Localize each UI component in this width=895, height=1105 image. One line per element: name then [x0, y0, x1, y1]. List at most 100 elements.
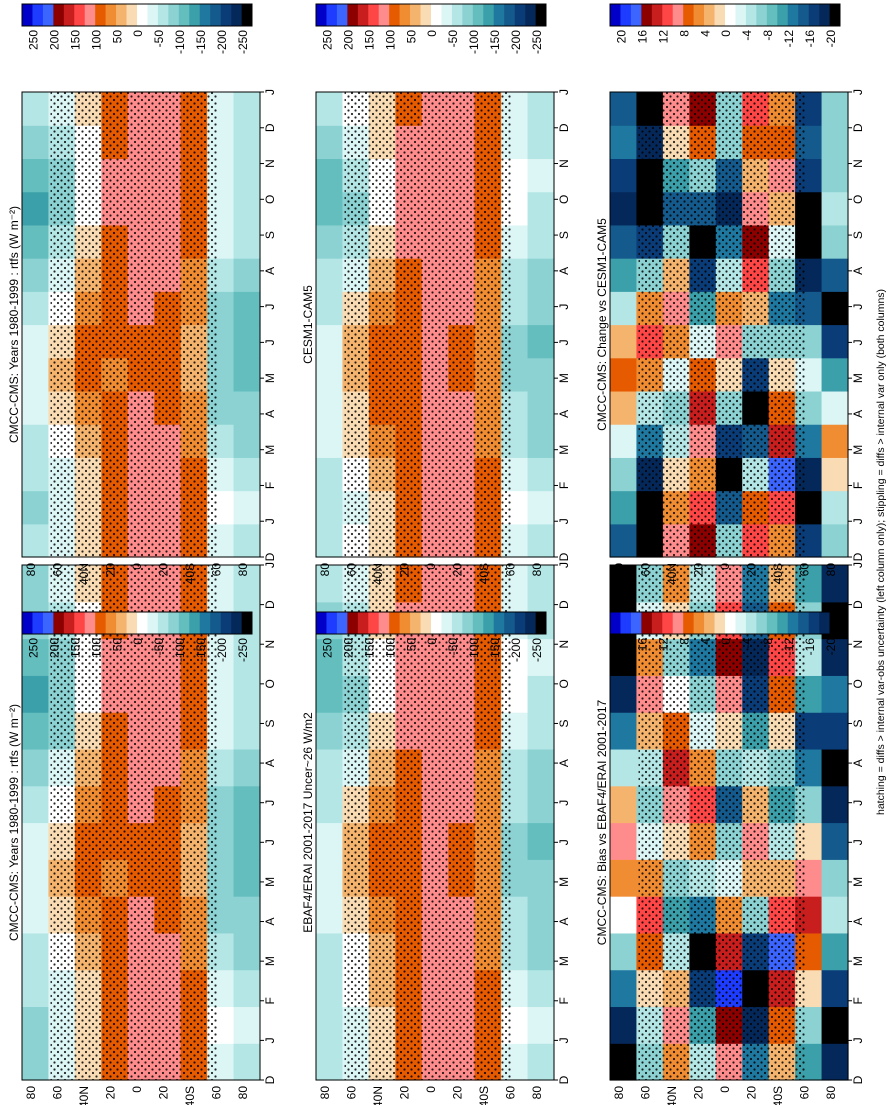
colorbar-label: -100	[173, 30, 187, 54]
colorbar-label: 250	[27, 638, 41, 658]
stippling-overlay	[638, 92, 806, 557]
latitude-tick-label: 20	[104, 563, 118, 577]
colorbar-frame	[315, 611, 547, 635]
colorbar-label: -8	[761, 638, 775, 649]
colorbar-swatch	[672, 612, 684, 634]
colorbar-label: 250	[27, 30, 41, 50]
colorbar-label: 8	[677, 638, 691, 645]
heatmap-cell	[610, 424, 638, 458]
colorbar-swatch	[199, 612, 211, 634]
colorbar-swatch	[735, 4, 747, 26]
latitude-tick-label: 20	[450, 563, 464, 577]
heatmap-cell	[527, 748, 555, 787]
latitude-tick-label: 40S	[771, 1086, 785, 1105]
heatmap-cell	[527, 424, 555, 458]
colorbar-swatch	[326, 612, 338, 634]
month-tick-label: M	[557, 877, 571, 887]
month-tick-label: F	[263, 482, 277, 489]
heatmap-cell	[233, 490, 261, 525]
colorbar-swatch	[431, 612, 442, 634]
month-tick-label: D	[851, 552, 865, 561]
panel-frame	[21, 564, 261, 1081]
month-tick-label: D	[851, 123, 865, 132]
colorbar-label: -250	[236, 30, 250, 54]
colorbar-swatch	[147, 612, 159, 634]
colorbar-middle-left: 250 200 150 100 50 0 -50 -100 -150 -200 -250	[315, 611, 547, 662]
month-tick-label: J	[851, 339, 865, 345]
colorbar-swatch	[725, 4, 736, 26]
colorbar-swatch	[819, 4, 830, 26]
heatmap-cell	[22, 191, 50, 226]
latitude-tick-label: 20	[104, 1086, 118, 1100]
month-tick-label: M	[263, 956, 277, 966]
heatmap-cell	[316, 158, 344, 193]
month-tick-label: S	[263, 719, 277, 727]
colorbar-label: 50	[404, 638, 418, 652]
heatmap-cell	[527, 932, 555, 971]
heatmap-cell	[316, 969, 344, 1008]
heatmap-cell	[233, 258, 261, 292]
colorbar-swatch	[777, 612, 789, 634]
heatmap-cell	[821, 748, 849, 787]
month-tick-label: J	[263, 304, 277, 310]
colorbar-swatch	[829, 4, 841, 26]
colorbar-bottom-left: 20 16 12 8 4 0 -4 -8 -12 -16 -20	[609, 611, 841, 656]
heatmap-cell	[527, 523, 555, 558]
colorbar-label: 50	[404, 30, 418, 44]
heatmap-cell	[22, 932, 50, 971]
colorbar-swatch	[819, 612, 830, 634]
heatmap-cell	[821, 324, 849, 359]
panel-title: CMCC-CMS: Years 1980-1999 : rtfs (W m⁻²)	[7, 206, 21, 443]
heatmap-cell	[527, 785, 555, 824]
colorbar-swatch	[777, 4, 789, 26]
colorbar-label: -250	[530, 30, 544, 54]
month-tick-label: N	[263, 640, 277, 649]
heatmap-cell	[821, 1043, 849, 1081]
colorbar-swatch	[368, 612, 380, 634]
colorbar-label: 150	[69, 30, 83, 50]
colorbar-label: -16	[803, 638, 817, 656]
latitude-tick-label: 80	[24, 1086, 38, 1100]
month-tick-label: J	[263, 339, 277, 345]
heatmap-cell	[22, 896, 50, 934]
colorbar-label: -200	[509, 30, 523, 54]
heatmap-cell	[821, 258, 849, 292]
heatmap-cell	[22, 969, 50, 1008]
heatmap-cell	[22, 158, 50, 193]
colorbar-swatch	[32, 612, 44, 634]
heatmap-cell	[233, 896, 261, 934]
latitude-tick-label: 80	[236, 1086, 250, 1100]
latitude-tick-label: 40S	[183, 563, 197, 584]
month-tick-label: D	[557, 552, 571, 561]
colorbar-label: 8	[677, 30, 691, 37]
heatmap-cell	[316, 258, 344, 292]
heatmap-cell	[22, 565, 50, 603]
month-tick-label: A	[263, 759, 277, 767]
month-tick-label: F	[263, 997, 277, 1004]
heatmap-cell	[610, 523, 638, 558]
latitude-tick-label: 40N	[665, 1086, 679, 1105]
heatmap-cell	[233, 424, 261, 458]
latitude-tick-label: 60	[345, 563, 359, 577]
heatmap-cell	[22, 1006, 50, 1044]
month-tick-label: M	[557, 373, 571, 383]
month-tick-label: S	[851, 719, 865, 727]
colorbar-swatch	[756, 612, 768, 634]
colorbar-swatch	[798, 4, 809, 26]
heatmap-cell	[821, 357, 849, 392]
colorbar-swatch	[178, 612, 190, 634]
colorbar-swatch	[483, 4, 495, 26]
month-tick-label: J	[851, 89, 865, 95]
month-tick-label: N	[851, 640, 865, 649]
latitude-tick-label: 60	[797, 563, 811, 577]
latitude-tick-label: 80	[530, 1086, 544, 1100]
colorbar-label: 150	[363, 638, 377, 658]
colorbar-label: -50	[152, 638, 166, 656]
colorbar-swatch	[95, 4, 106, 26]
colorbar-label: -150	[194, 638, 208, 662]
month-tick-label: J	[851, 518, 865, 524]
stippling-overlay	[344, 92, 512, 557]
colorbar-swatch	[74, 612, 86, 634]
month-tick-label: A	[557, 267, 571, 275]
heatmap-cell	[527, 191, 555, 226]
